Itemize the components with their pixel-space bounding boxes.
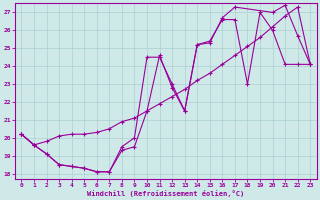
X-axis label: Windchill (Refroidissement éolien,°C): Windchill (Refroidissement éolien,°C) <box>87 190 244 197</box>
